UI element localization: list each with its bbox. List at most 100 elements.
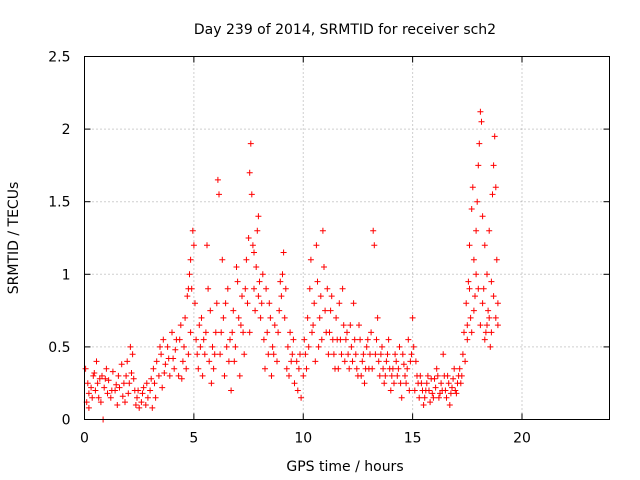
data-point — [351, 336, 358, 343]
data-point — [315, 343, 322, 350]
data-point — [107, 394, 114, 401]
data-point — [105, 377, 112, 384]
x-axis-label: GPS time / hours — [286, 459, 403, 475]
data-point — [301, 336, 308, 343]
data-point — [420, 402, 427, 408]
data-point — [492, 314, 499, 321]
y-axis-label: SRMTID / TECUs — [6, 182, 22, 295]
data-point — [445, 380, 452, 387]
data-point — [217, 351, 224, 358]
data-point — [336, 300, 343, 307]
data-point — [404, 365, 411, 372]
data-point — [140, 384, 147, 391]
data-point — [317, 293, 324, 300]
data-point — [102, 375, 109, 382]
data-point — [467, 314, 474, 321]
data-point — [143, 380, 150, 387]
data-point — [398, 394, 405, 401]
data-point — [259, 271, 266, 278]
data-point — [345, 351, 352, 358]
data-point — [464, 336, 471, 343]
data-point — [491, 133, 498, 140]
data-point — [237, 322, 244, 329]
data-point — [371, 242, 378, 249]
data-point — [314, 278, 321, 285]
data-point — [228, 387, 235, 394]
data-point — [309, 329, 315, 336]
data-point — [136, 404, 143, 411]
data-point — [201, 351, 208, 358]
data-point — [380, 365, 387, 372]
y-tick-label: 2 — [62, 122, 71, 138]
data-point — [374, 314, 381, 321]
data-point — [348, 343, 355, 350]
data-point — [138, 399, 145, 406]
data-point — [89, 394, 96, 401]
data-point — [322, 307, 329, 314]
data-point — [470, 307, 477, 314]
data-point — [440, 351, 447, 358]
data-point — [169, 329, 175, 336]
data-point — [368, 329, 375, 336]
data-point — [312, 358, 319, 365]
data-point — [424, 372, 431, 379]
data-point — [171, 365, 178, 372]
data-point — [202, 329, 209, 336]
data-point — [257, 314, 264, 321]
data-point — [370, 227, 377, 234]
data-point — [486, 227, 493, 234]
data-point — [231, 358, 238, 365]
data-point — [469, 184, 476, 191]
data-point — [92, 387, 99, 394]
data-point — [255, 213, 262, 220]
data-point — [313, 242, 320, 249]
data-point — [484, 271, 490, 278]
data-point — [209, 343, 216, 350]
data-point — [234, 278, 241, 285]
data-point — [327, 307, 334, 314]
data-point — [400, 361, 407, 368]
data-point — [281, 314, 288, 321]
data-point — [364, 336, 371, 343]
data-point — [165, 355, 172, 362]
data-point — [463, 300, 470, 307]
data-point — [360, 351, 367, 358]
x-tick-label: 10 — [294, 431, 312, 447]
data-points — [82, 108, 501, 423]
data-point — [132, 402, 139, 408]
data-point — [484, 322, 490, 329]
data-point — [478, 118, 485, 125]
data-point — [488, 278, 495, 285]
data-point — [377, 351, 384, 358]
data-point — [153, 358, 160, 365]
data-point — [486, 314, 493, 321]
data-point — [101, 384, 108, 391]
y-tick-label: 0 — [62, 413, 71, 429]
data-point — [91, 370, 98, 376]
data-point — [423, 380, 430, 387]
data-point — [275, 329, 282, 336]
data-point — [470, 256, 477, 263]
data-point — [394, 372, 401, 379]
data-point — [172, 346, 179, 353]
data-point — [298, 394, 305, 401]
data-point — [392, 351, 399, 358]
data-point — [223, 343, 230, 350]
data-point — [293, 358, 300, 365]
data-point — [311, 300, 318, 307]
data-point — [465, 278, 472, 285]
data-point — [466, 285, 473, 292]
data-point — [222, 300, 229, 307]
data-point — [324, 285, 331, 292]
data-point — [369, 365, 376, 372]
data-point — [328, 293, 335, 300]
data-point — [481, 242, 488, 249]
data-point — [411, 387, 418, 394]
data-point — [439, 387, 446, 394]
data-point — [399, 351, 406, 358]
data-point — [142, 402, 149, 408]
data-point — [244, 300, 251, 307]
data-point — [479, 213, 486, 220]
data-point — [492, 184, 499, 191]
data-point — [192, 300, 198, 307]
